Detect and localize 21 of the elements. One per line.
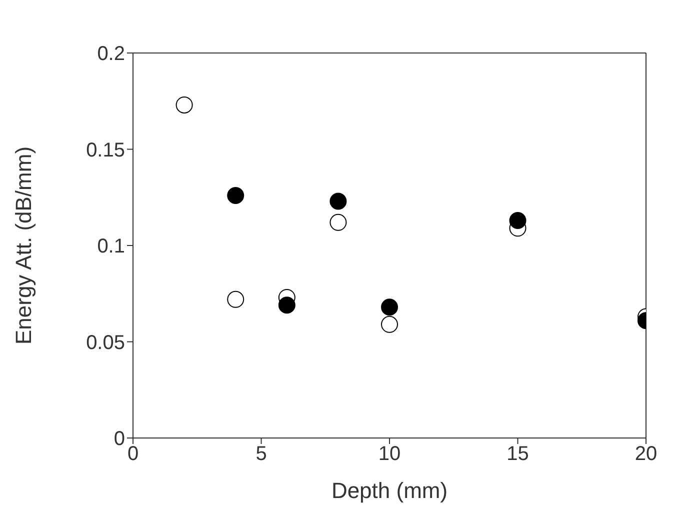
y-tick-label: 0.05 [86,332,125,354]
point [330,214,347,231]
x-tick-label: 20 [634,443,658,466]
y-tick-label: 0.1 [97,236,125,258]
x-axis-title: Depth (mm) [331,478,448,503]
x-tick-label: 5 [256,443,267,466]
y-axis-title: Energy Att. (dB/mm) [10,146,36,345]
x-tick-label: 0 [127,443,139,466]
point [381,298,398,316]
y-tick-label: 0 [114,428,125,450]
point [330,192,347,210]
y-tick-label: 0.2 [97,43,125,66]
x-tick-label: 10 [378,443,401,466]
point [509,212,526,229]
point [278,296,296,314]
x-tick-label: 15 [506,443,529,466]
point [227,186,244,204]
point [227,290,244,308]
point [176,96,193,114]
point [381,316,398,333]
y-tick-label: 0.15 [86,139,125,162]
